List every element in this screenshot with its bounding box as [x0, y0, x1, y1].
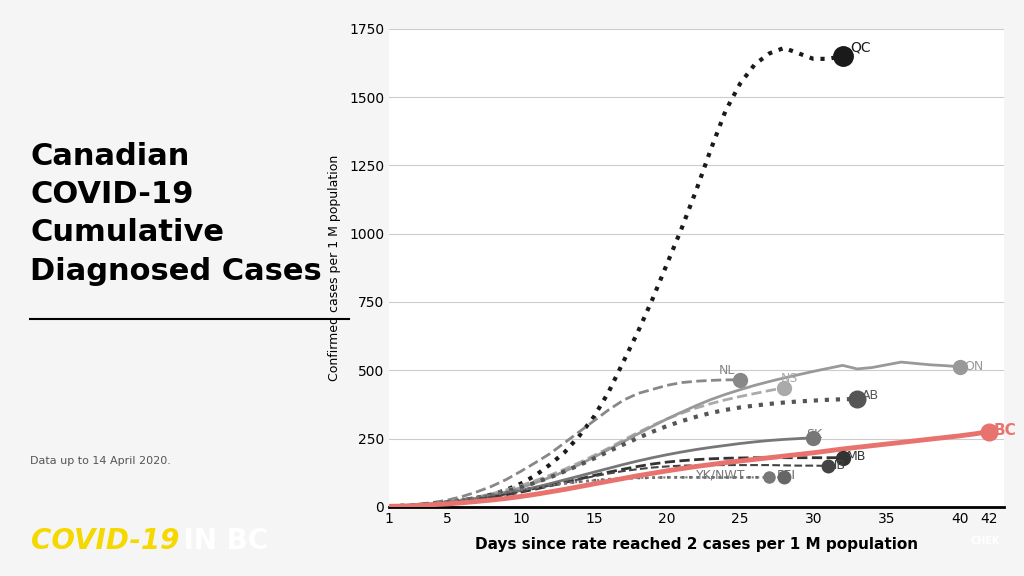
Text: NS: NS — [781, 372, 799, 385]
Y-axis label: Confirmed cases per 1 M population: Confirmed cases per 1 M population — [328, 155, 341, 381]
X-axis label: Days since rate reached 2 cases per 1 M population: Days since rate reached 2 cases per 1 M … — [475, 537, 918, 552]
Text: SK: SK — [806, 428, 822, 441]
Text: ON: ON — [964, 359, 983, 373]
Text: CHEK: CHEK — [971, 536, 1000, 547]
Text: BC: BC — [993, 423, 1016, 438]
Text: Data up to 14 April 2020.: Data up to 14 April 2020. — [31, 456, 171, 467]
Text: PEI: PEI — [777, 469, 796, 482]
Text: NB: NB — [828, 458, 846, 472]
Text: MB: MB — [847, 450, 866, 463]
Text: IN BC: IN BC — [174, 528, 268, 555]
Text: NL: NL — [718, 364, 734, 377]
Text: AB: AB — [861, 389, 879, 402]
Text: QC: QC — [850, 41, 870, 55]
Text: COVID-19: COVID-19 — [31, 528, 179, 555]
Text: YK/NWT: YK/NWT — [696, 468, 745, 481]
Text: Canadian
COVID-19
Cumulative
Diagnosed Cases: Canadian COVID-19 Cumulative Diagnosed C… — [31, 142, 323, 286]
